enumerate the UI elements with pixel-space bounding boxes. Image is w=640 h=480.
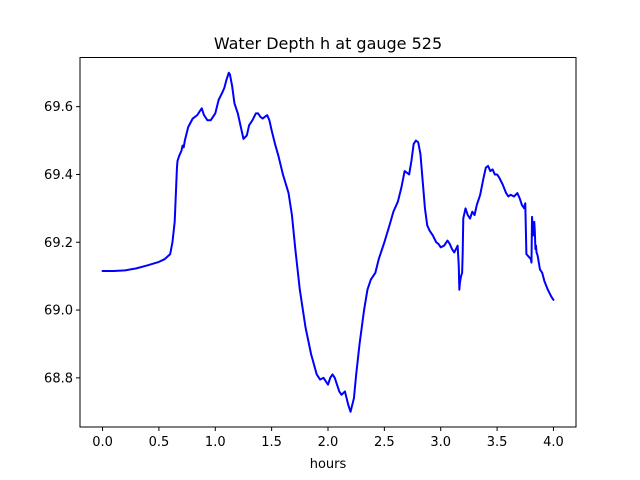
y-tick-label: 69.4	[44, 168, 73, 183]
x-tick-label: 0.0	[92, 435, 113, 450]
x-tick-label: 3.5	[487, 435, 508, 450]
x-axis-label: hours	[310, 457, 347, 472]
x-tick-label: 1.0	[205, 435, 226, 450]
x-tick-label: 4.0	[543, 435, 564, 450]
x-tick-label: 0.5	[149, 435, 170, 450]
y-tick-label: 69.0	[44, 304, 73, 319]
y-axis-ticks: 68.8 69.0 69.2 69.4 69.6	[44, 100, 80, 386]
series-line	[101, 71, 555, 413]
y-tick-label: 69.2	[44, 236, 73, 251]
x-tick-label: 3.0	[430, 435, 451, 450]
x-tick-label: 2.5	[374, 435, 395, 450]
chart-title: Water Depth h at gauge 525	[214, 34, 442, 53]
x-tick-label: 2.0	[318, 435, 339, 450]
plot-frame	[79, 57, 577, 428]
y-tick-label: 68.8	[44, 371, 73, 386]
y-tick-label: 69.6	[44, 100, 73, 115]
x-tick-label: 1.5	[261, 435, 282, 450]
x-axis-ticks: 0.0 0.5 1.0 1.5 2.0 2.5 3.0 3.5 4.0	[92, 427, 564, 450]
plot-area	[101, 71, 555, 413]
